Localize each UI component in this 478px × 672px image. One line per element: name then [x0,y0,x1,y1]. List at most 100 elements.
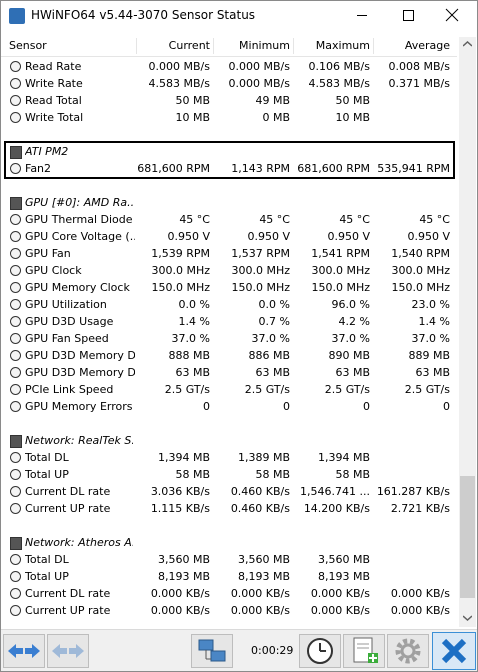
sensor-value: 0.000 KB/s [390,604,450,617]
sensor-label[interactable]: Total UP [25,468,69,481]
sensor-value: 0.371 MB/s [388,77,450,90]
sensor-value: 10 MB [335,111,370,124]
scroll-thumb[interactable] [460,476,475,598]
column-title[interactable]: Current [168,39,210,52]
sensor-label[interactable]: GPU D3D Memory D... [25,366,135,379]
sensor-label[interactable]: GPU Thermal Diode [25,213,133,226]
sensor-value: 37.0 % [331,332,370,345]
sensor-value: 300.0 MHz [311,264,370,277]
sensor-label[interactable]: Current DL rate [25,485,111,498]
sensor-label[interactable]: Write Total [25,111,84,124]
sensor-label[interactable]: GPU Clock [25,264,82,277]
sensor-value: 0.000 MB/s [148,60,210,73]
sensor-label[interactable]: Total DL [25,553,69,566]
sensor-value: 96.0 % [331,298,370,311]
group-label[interactable]: ATI PM2 [25,145,69,158]
sensor-icon [10,333,21,344]
sensor-label[interactable]: Total DL [25,451,69,464]
settings-button[interactable] [387,634,429,668]
log-button[interactable] [343,634,385,668]
group-label[interactable]: GPU [#0]: AMD Ra... [25,196,133,209]
sensor-value: 0 [443,400,450,413]
group-icon [10,435,22,448]
column-title[interactable]: Average [404,39,450,52]
sensor-value: 886 MB [248,349,290,362]
sensor-label[interactable]: Read Rate [25,60,82,73]
sensor-value: 14.200 KB/s [303,502,370,515]
sensor-label[interactable]: GPU Fan Speed [25,332,109,345]
sensor-value: 58 MB [335,468,370,481]
expand-button[interactable] [47,634,89,668]
sensor-value: 49 MB [255,94,290,107]
column-divider [213,38,214,54]
sensor-list: Read Rate 0.000 MB/s 0.000 MB/s 0.106 MB/s 0… [1,58,457,628]
collapse-button[interactable] [3,634,45,668]
sensor-value: 0 [363,400,370,413]
scrollbar[interactable] [459,37,476,627]
sensor-value: 8,193 MB [317,570,370,583]
sensor-value: 888 MB [168,349,210,362]
sensor-value: 300.0 MHz [151,264,210,277]
sensor-value: 63 MB [175,366,210,379]
sensor-label[interactable]: GPU Memory Errors [25,400,133,413]
sensor-value: 150.0 MHz [311,281,370,294]
sensor-value: 1.4 % [418,315,450,328]
column-title[interactable]: Minimum [239,39,290,52]
sensor-value: 1,143 RPM [231,162,290,175]
network-button[interactable] [191,634,233,668]
sensor-value: 0.460 KB/s [230,502,290,515]
sensor-value: 2.5 GT/s [324,383,370,396]
sensor-value: 535,941 RPM [377,162,450,175]
sensor-icon [10,605,21,616]
sensor-value: 150.0 MHz [231,281,290,294]
app-icon [9,8,25,24]
group-label[interactable]: Network: RealTek S... [25,434,133,447]
sensor-value: 681,600 RPM [137,162,210,175]
sensor-value: 0.000 KB/s [230,587,290,600]
sensor-icon [10,367,21,378]
sensor-label[interactable]: GPU D3D Usage [25,315,114,328]
sensor-value: 0.000 MB/s [228,60,290,73]
sensor-value: 2.5 GT/s [404,383,450,396]
column-title[interactable]: Maximum [315,39,370,52]
sensor-value: 1,389 MB [237,451,290,464]
sensor-label[interactable]: Read Total [25,94,82,107]
sensor-label[interactable]: GPU Utilization [25,298,107,311]
sensor-value: 4.583 MB/s [308,77,370,90]
maximize-button[interactable] [397,4,419,26]
column-title[interactable]: Sensor [9,39,47,52]
sensor-value: 0.7 % [258,315,290,328]
sensor-label[interactable]: Current UP rate [25,502,111,515]
sensor-value: 0.000 KB/s [310,587,370,600]
clock-button[interactable] [299,634,341,668]
minimize-button[interactable] [351,4,373,26]
sensor-value: 0.460 KB/s [230,485,290,498]
sensor-value: 2.721 KB/s [390,502,450,515]
sensor-value: 0 [203,400,210,413]
sensor-label[interactable]: GPU D3D Memory D... [25,349,135,362]
sensor-label[interactable]: PCIe Link Speed [25,383,114,396]
sensor-value: 0.000 KB/s [310,604,370,617]
close-sensors-button[interactable] [432,632,476,670]
sensor-label[interactable]: Fan2 [25,162,52,175]
sensor-label[interactable]: GPU Fan [25,247,71,260]
sensor-label[interactable]: GPU Memory Clock [25,281,130,294]
sensor-label[interactable]: Current DL rate [25,587,111,600]
sensor-value: 1,394 MB [317,451,370,464]
sensor-label[interactable]: Total UP [25,570,69,583]
sensor-value: 0.000 MB/s [228,77,290,90]
sensor-value: 0.950 V [167,230,210,243]
sensor-label[interactable]: Write Rate [25,77,83,90]
group-label[interactable]: Network: Atheros A... [25,536,133,549]
sensor-label[interactable]: Current UP rate [25,604,111,617]
sensor-value: 50 MB [175,94,210,107]
close-button[interactable] [445,8,459,22]
toolbar: 0:00:29 [1,629,477,671]
sensor-value: 1,540 RPM [391,247,450,260]
sensor-icon [10,299,21,310]
sensor-value: 0.000 KB/s [150,604,210,617]
sensor-label[interactable]: GPU Core Voltage (... [25,230,135,243]
sensor-value: 63 MB [335,366,370,379]
sensor-value: 0.950 V [247,230,290,243]
